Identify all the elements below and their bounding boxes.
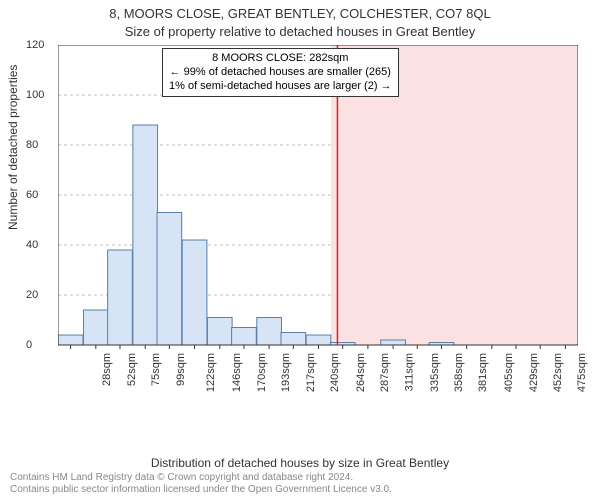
annotation-box: 8 MOORS CLOSE: 282sqm← 99% of detached h… bbox=[162, 48, 399, 97]
y-tick-label: 80 bbox=[26, 139, 54, 151]
chart-container: 8, MOORS CLOSE, GREAT BENTLEY, COLCHESTE… bbox=[0, 0, 600, 500]
histogram-svg bbox=[58, 45, 578, 395]
x-tick-label: 311sqm bbox=[403, 353, 415, 391]
y-tick-label: 100 bbox=[26, 89, 54, 101]
y-tick-label: 120 bbox=[26, 39, 54, 51]
y-tick-label: 20 bbox=[26, 289, 54, 301]
annotation-line: ← 99% of detached houses are smaller (26… bbox=[169, 66, 392, 80]
x-tick-label: 452sqm bbox=[552, 353, 564, 392]
annotation-line: 8 MOORS CLOSE: 282sqm bbox=[169, 52, 392, 66]
x-tick-label: 287sqm bbox=[379, 353, 391, 392]
footer-line2: Contains public sector information licen… bbox=[10, 484, 590, 496]
x-tick-label: 264sqm bbox=[355, 353, 367, 392]
x-tick-label: 193sqm bbox=[280, 353, 292, 392]
y-tick-label: 0 bbox=[26, 339, 54, 351]
x-tick-label: 381sqm bbox=[478, 353, 490, 392]
x-tick-label: 335sqm bbox=[429, 353, 441, 392]
x-axis-label: Distribution of detached houses by size … bbox=[0, 456, 600, 470]
x-tick-label: 146sqm bbox=[231, 353, 243, 392]
x-tick-label: 405sqm bbox=[503, 353, 515, 392]
x-tick-label: 429sqm bbox=[528, 353, 540, 392]
x-tick-label: 122sqm bbox=[205, 353, 217, 392]
footer-attribution: Contains HM Land Registry data © Crown c… bbox=[10, 472, 590, 496]
annotation-line: 1% of semi-detached houses are larger (2… bbox=[169, 80, 392, 94]
x-tick-label: 99sqm bbox=[175, 353, 187, 386]
x-tick-label: 217sqm bbox=[305, 353, 317, 392]
x-tick-label: 475sqm bbox=[576, 353, 588, 392]
chart-title-line2: Size of property relative to detached ho… bbox=[0, 24, 600, 39]
x-tick-label: 358sqm bbox=[453, 353, 465, 392]
x-tick-label: 170sqm bbox=[256, 353, 268, 392]
x-tick-label: 52sqm bbox=[126, 353, 138, 386]
x-tick-label: 240sqm bbox=[329, 353, 341, 392]
y-axis-label: Number of detached properties bbox=[6, 65, 20, 230]
y-tick-label: 40 bbox=[26, 239, 54, 251]
footer-line1: Contains HM Land Registry data © Crown c… bbox=[10, 472, 590, 484]
x-tick-label: 28sqm bbox=[101, 353, 113, 386]
x-tick-label: 75sqm bbox=[150, 353, 162, 386]
plot-area: 8 MOORS CLOSE: 282sqm← 99% of detached h… bbox=[58, 45, 578, 395]
y-tick-label: 60 bbox=[26, 189, 54, 201]
chart-title-line1: 8, MOORS CLOSE, GREAT BENTLEY, COLCHESTE… bbox=[0, 6, 600, 21]
